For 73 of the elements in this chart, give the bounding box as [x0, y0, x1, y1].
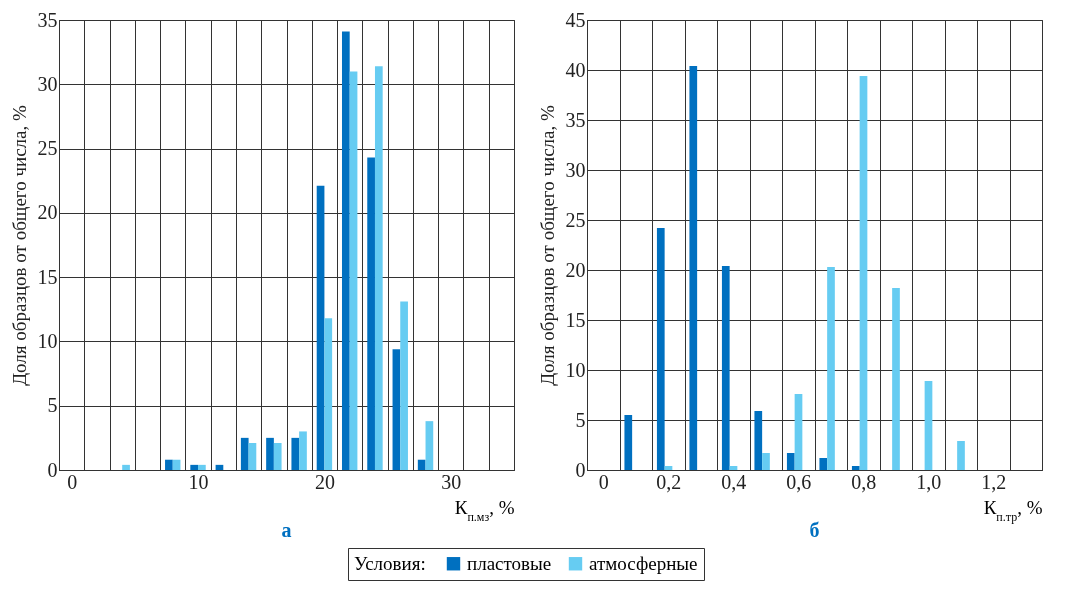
x-tick-label: 0: [67, 470, 78, 493]
x-tick-label: 1,0: [916, 470, 942, 493]
text: а: [281, 519, 292, 541]
bar: [266, 437, 274, 470]
y-axis-title: Доля образцов от общего числа, %: [536, 104, 558, 386]
y-tick-label: 25: [565, 208, 586, 231]
bar: [324, 318, 333, 470]
bar: [122, 464, 130, 470]
y-tick-label: 10: [37, 329, 58, 352]
y-tick-label: 5: [575, 408, 586, 431]
y-tick-label: 15: [37, 265, 58, 288]
bar: [859, 76, 868, 470]
legend-title: Условия:: [354, 553, 426, 574]
y-tick-label: 15: [565, 308, 586, 331]
y-tick-label: 10: [565, 358, 586, 381]
legend-label: атмосферные: [589, 552, 698, 574]
bar: [367, 157, 375, 470]
bar: [729, 466, 738, 470]
bar: [957, 441, 965, 470]
bar: [819, 458, 828, 470]
x-tick-label: 10: [188, 470, 209, 493]
y-tick-label: 5: [47, 394, 58, 417]
bar: [349, 71, 358, 470]
bar: [656, 228, 665, 470]
bar: [892, 288, 900, 470]
legend-label: пластовые: [467, 552, 552, 574]
bar: [417, 459, 426, 470]
y-tick-label: 20: [37, 201, 58, 224]
bar: [165, 459, 173, 470]
y-axis-title: Доля образцов от общего числа, %: [8, 104, 30, 386]
bar: [754, 411, 763, 470]
bar: [851, 466, 860, 470]
y-tick-label: 25: [37, 137, 58, 160]
x-tick-label: 0: [598, 470, 609, 493]
x-tick-label: 0,4: [721, 470, 747, 493]
x-axis-title: К$_{п.тр}$, %: [983, 496, 1043, 524]
y-tick-label: 30: [565, 158, 586, 181]
bar: [425, 421, 434, 470]
bar: [794, 394, 803, 470]
x-tick-label: 30: [441, 470, 462, 493]
bar: [273, 443, 282, 470]
x-axis-title: К$_{п.мз}$, %: [454, 496, 515, 524]
x-tick-label: 20: [314, 470, 335, 493]
bar: [374, 66, 383, 470]
bar: [392, 349, 401, 470]
bar: [248, 443, 257, 470]
y-tick-label: 45: [565, 8, 586, 31]
bar: [198, 464, 206, 470]
bar: [689, 66, 698, 470]
x-tick-label: 0,8: [851, 470, 877, 493]
x-tick-label: 0,2: [656, 470, 682, 493]
bar: [316, 185, 325, 470]
text: б: [809, 519, 820, 541]
bar: [299, 431, 307, 470]
bar: [664, 466, 673, 470]
y-tick-label: 30: [37, 72, 58, 95]
bar: [624, 415, 633, 470]
bar: [721, 266, 730, 470]
y-tick-label: 40: [565, 58, 586, 81]
bar: [762, 453, 770, 470]
bar: [827, 267, 835, 470]
bar: [924, 381, 933, 470]
bar: [190, 464, 199, 470]
x-tick-label: 0,6: [786, 470, 812, 493]
y-tick-label: 35: [565, 108, 586, 131]
bar: [786, 453, 795, 470]
bar: [291, 437, 300, 470]
bar: [400, 301, 408, 470]
y-tick-label: 35: [37, 8, 58, 31]
bar: [341, 31, 350, 470]
x-tick-label: 1,2: [981, 470, 1007, 493]
bar: [240, 437, 249, 470]
y-tick-label: 20: [565, 258, 586, 281]
